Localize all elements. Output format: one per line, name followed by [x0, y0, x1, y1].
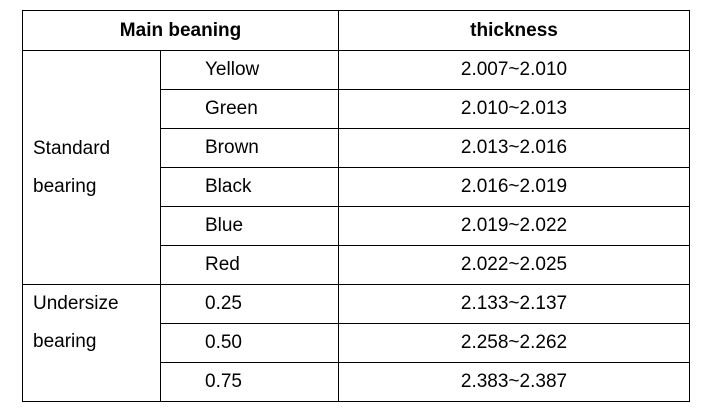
thickness-value: 2.022~2.025	[338, 245, 690, 285]
table-row: 0.75 2.383~2.387	[23, 362, 690, 402]
group-label-line: bearing	[33, 175, 97, 197]
thickness-value: 2.383~2.387	[338, 362, 690, 402]
bearing-name: Red	[160, 245, 339, 285]
table-row: Blue 2.019~2.022	[23, 206, 690, 246]
thickness-value: 2.133~2.137	[338, 284, 690, 324]
thickness-value: 2.010~2.013	[338, 89, 690, 129]
bearing-name: Green	[160, 89, 339, 129]
bearing-name: Blue	[160, 206, 339, 246]
header-main-bearing: Main beaning	[22, 10, 339, 51]
bearing-name: 0.25	[160, 284, 339, 324]
bearing-name: Yellow	[160, 50, 339, 90]
thickness-value: 2.019~2.022	[338, 206, 690, 246]
bearing-name: Brown	[160, 128, 339, 168]
table-row: Green 2.010~2.013	[23, 89, 690, 129]
group-label-line: bearing	[33, 331, 97, 352]
group-label-line: Undersize	[33, 293, 119, 314]
group-label-standard: Standard bearing	[22, 50, 161, 285]
table-row: Undersize bearing 0.25 2.133~2.137	[22, 284, 690, 402]
thickness-value: 2.258~2.262	[338, 323, 690, 363]
bearing-name: Black	[160, 167, 339, 207]
table-row: Black 2.016~2.019	[23, 167, 690, 207]
bearing-name: 0.50	[160, 323, 339, 363]
header-thickness: thickness	[338, 10, 690, 51]
thickness-value: 2.007~2.010	[338, 50, 690, 90]
thickness-value: 2.016~2.019	[338, 167, 690, 207]
table-row: Brown 2.013~2.016	[23, 128, 690, 168]
bearing-name: 0.75	[160, 362, 339, 402]
table-row: Red 2.022~2.025	[23, 245, 690, 285]
group-label-line: Standard	[33, 137, 111, 159]
bearing-thickness-table: Main beaning thickness Standard bearing Y…	[22, 10, 690, 402]
group-label-undersize: Undersize bearing	[22, 284, 161, 402]
table-row: Standard bearing Yellow 2.007~2.010	[22, 50, 690, 285]
header-row: Main beaning thickness	[22, 10, 690, 51]
thickness-value: 2.013~2.016	[338, 128, 690, 168]
table-row: 0.50 2.258~2.262	[23, 323, 690, 363]
